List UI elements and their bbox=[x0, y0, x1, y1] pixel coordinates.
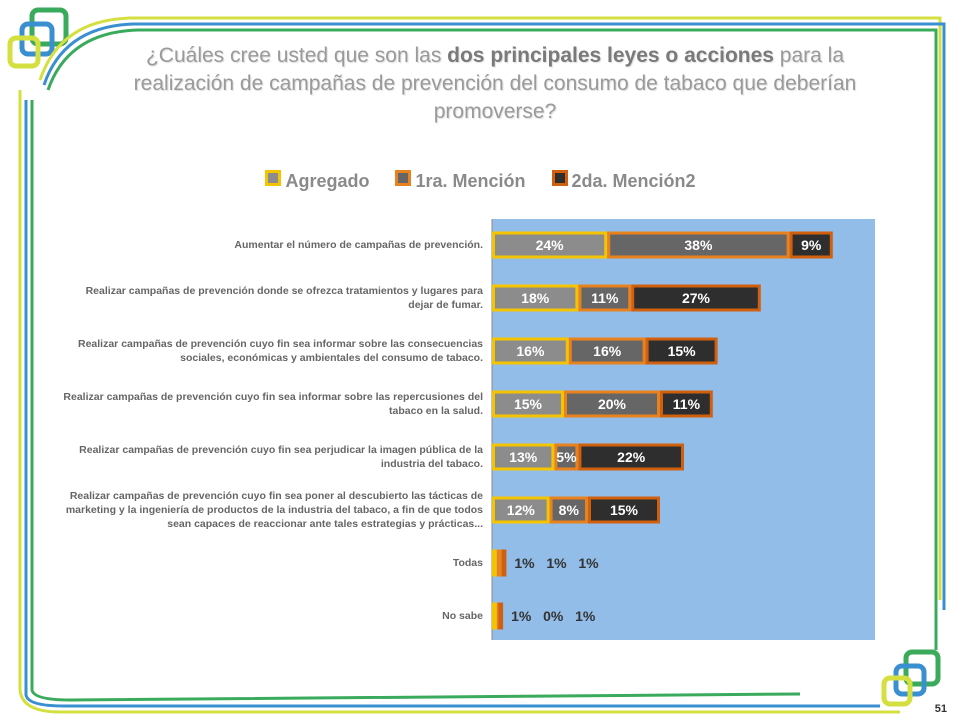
data-label: 13% bbox=[509, 449, 538, 465]
plot-area bbox=[492, 219, 875, 640]
data-label: 11% bbox=[673, 396, 701, 412]
legend-swatch bbox=[395, 170, 412, 186]
data-label: 1% bbox=[546, 555, 567, 571]
data-label: 1% bbox=[578, 555, 599, 571]
bar-1ra-menci-n bbox=[496, 549, 502, 577]
bar-agregado bbox=[492, 337, 569, 365]
category-label: Todas bbox=[452, 557, 483, 569]
bar-1ra-menci-n bbox=[607, 231, 790, 259]
legend-item: 2da. Mención2 bbox=[551, 170, 696, 192]
data-label: 8% bbox=[559, 502, 580, 518]
data-label: 22% bbox=[617, 449, 646, 465]
data-label: 1% bbox=[511, 608, 532, 624]
legend-label: 2da. Mención2 bbox=[571, 171, 696, 191]
bar-1ra-menci-n bbox=[554, 443, 579, 471]
data-label: 5% bbox=[556, 449, 577, 465]
legend-swatch bbox=[265, 170, 282, 186]
bar-2da-menci-n2 bbox=[501, 549, 507, 577]
legend-label: Agregado bbox=[285, 171, 370, 191]
logo-bottom-icon bbox=[881, 649, 941, 707]
data-label: 9% bbox=[801, 237, 822, 253]
data-label: 16% bbox=[516, 343, 545, 359]
category-label: Realizar campañas de prevención donde se… bbox=[85, 285, 483, 311]
bar-2da-menci-n2 bbox=[645, 337, 718, 365]
bar-agregado bbox=[492, 284, 579, 312]
bar-agregado bbox=[492, 496, 550, 524]
chart-title: ¿Cuáles cree usted que son las dos princ… bbox=[133, 44, 857, 123]
bar-agregado bbox=[492, 602, 497, 630]
bar-2da-menci-n2 bbox=[588, 496, 660, 524]
bar-agregado bbox=[492, 443, 555, 471]
category-label: Realizar campañas de prevención cuyo fin… bbox=[63, 391, 483, 417]
bar-2da-menci-n2 bbox=[498, 602, 504, 630]
category-label: No sabe bbox=[442, 610, 483, 622]
bar-2da-menci-n2 bbox=[578, 443, 685, 471]
data-label: 38% bbox=[684, 237, 713, 253]
legend-swatch bbox=[551, 170, 568, 186]
legend: Agregado 1ra. Mención 2da. Mención2 bbox=[0, 170, 961, 192]
category-label: Aumentar el número de campañas de preven… bbox=[234, 239, 483, 251]
data-label: 12% bbox=[507, 502, 536, 518]
bar-agregado bbox=[492, 549, 497, 577]
data-label: 15% bbox=[514, 396, 543, 412]
logo-top-icon bbox=[7, 7, 69, 69]
page-number: 51 bbox=[934, 703, 947, 715]
data-label: 24% bbox=[536, 237, 565, 253]
legend-label: 1ra. Mención bbox=[415, 171, 526, 191]
bar-1ra-menci-n bbox=[564, 390, 660, 418]
bar-agregado bbox=[492, 231, 608, 259]
bar-1ra-menci-n bbox=[549, 496, 588, 524]
data-label: 27% bbox=[682, 290, 711, 306]
data-label: 16% bbox=[593, 343, 622, 359]
data-label: 15% bbox=[668, 343, 697, 359]
bar-2da-menci-n2 bbox=[789, 231, 833, 259]
data-label: 1% bbox=[575, 608, 596, 624]
bar-1ra-menci-n bbox=[568, 337, 646, 365]
data-label: 11% bbox=[591, 290, 619, 306]
bar-agregado bbox=[492, 390, 564, 418]
bar-2da-menci-n2 bbox=[660, 390, 713, 418]
data-label: 1% bbox=[514, 555, 535, 571]
legend-item: 1ra. Mención bbox=[395, 170, 526, 192]
category-label: Realizar campañas de prevención cuyo fin… bbox=[79, 444, 483, 470]
bar-2da-menci-n2 bbox=[631, 284, 761, 312]
data-label: 20% bbox=[598, 396, 627, 412]
data-label: 15% bbox=[610, 502, 639, 518]
category-label: Realizar campañas de prevención cuyo fin… bbox=[78, 338, 483, 364]
data-label: 18% bbox=[521, 290, 550, 306]
category-label: Realizar campañas de prevención cuyo fin… bbox=[65, 490, 483, 530]
bar-1ra-menci-n bbox=[578, 284, 632, 312]
legend-item: Agregado bbox=[265, 170, 369, 192]
data-label: 0% bbox=[543, 608, 564, 624]
